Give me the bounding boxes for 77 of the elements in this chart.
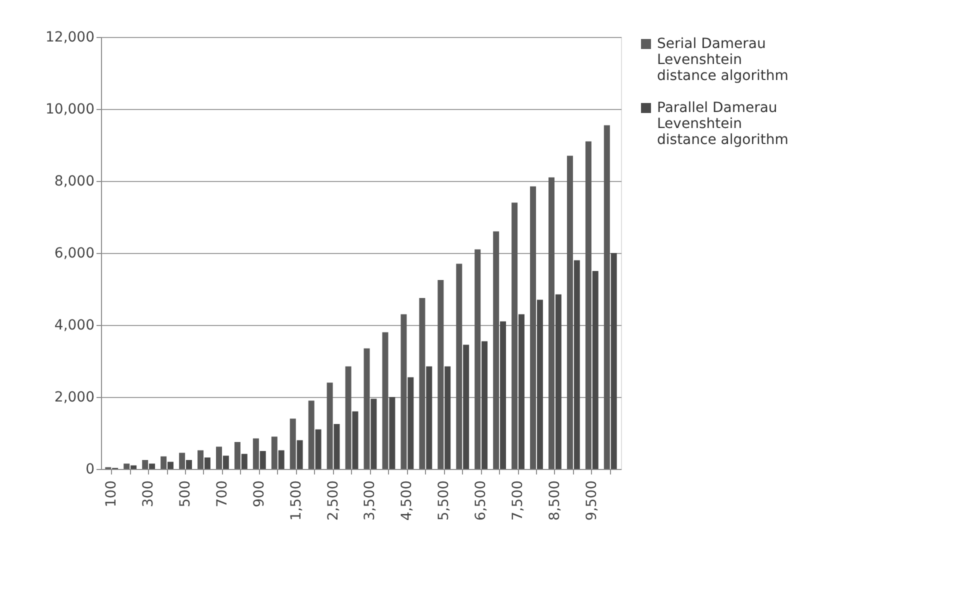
bar xyxy=(512,202,518,469)
bar xyxy=(296,440,303,469)
bar xyxy=(493,231,500,469)
bar xyxy=(222,456,229,469)
bar xyxy=(168,462,174,469)
x-tick-label: 5,500 xyxy=(436,480,452,521)
bar xyxy=(308,400,314,469)
x-tick-label: 700 xyxy=(214,480,230,508)
bar xyxy=(252,438,259,469)
bar xyxy=(438,280,444,469)
y-tick-label: 10,000 xyxy=(46,102,94,118)
x-tick-label: 2,500 xyxy=(325,480,342,521)
x-tick-label: 100 xyxy=(104,480,120,508)
bar xyxy=(345,366,352,469)
x-tick-label: 900 xyxy=(251,480,268,508)
x-tick-label: 8,500 xyxy=(546,480,563,521)
bar xyxy=(610,253,617,469)
y-tick-label: 12,000 xyxy=(46,30,94,46)
bar xyxy=(179,452,186,469)
bar xyxy=(241,454,248,469)
bar xyxy=(130,465,137,469)
bar xyxy=(482,341,488,469)
x-tick-label: 500 xyxy=(178,480,194,508)
bar xyxy=(574,260,580,469)
bar xyxy=(585,141,592,469)
bar xyxy=(500,321,506,469)
x-tick-label: 6,500 xyxy=(473,480,490,521)
x-tick-label: 7,500 xyxy=(510,480,526,521)
bar xyxy=(548,177,554,469)
bar xyxy=(216,446,222,469)
bar xyxy=(530,186,536,469)
bar xyxy=(474,249,481,469)
bar xyxy=(444,366,451,469)
bar xyxy=(518,314,524,469)
bar xyxy=(260,451,266,469)
x-tick-label: 4,500 xyxy=(399,480,416,521)
bar xyxy=(186,460,192,469)
bar xyxy=(149,464,156,469)
bar xyxy=(463,344,470,469)
bar xyxy=(566,156,573,469)
bar xyxy=(124,464,130,469)
legend-label: Parallel Damerau Levenshtein distance algorithm xyxy=(657,100,788,148)
bar xyxy=(536,300,543,469)
y-tick-label: 2,000 xyxy=(54,390,94,406)
bar xyxy=(408,377,414,469)
bar xyxy=(198,450,204,469)
bar xyxy=(419,298,426,469)
bar xyxy=(278,450,284,469)
y-tick-label: 6,000 xyxy=(54,246,94,262)
x-tick-label: 9,500 xyxy=(584,480,600,521)
bar xyxy=(315,429,322,469)
bar xyxy=(382,332,388,469)
y-tick-label: 4,000 xyxy=(54,318,94,334)
x-tick-label: 300 xyxy=(140,480,157,508)
x-tick-label: 3,500 xyxy=(362,480,378,521)
bar xyxy=(389,397,396,469)
bar xyxy=(352,411,358,469)
bar xyxy=(555,294,562,469)
y-tick-label: 0 xyxy=(86,462,94,478)
bar xyxy=(592,271,598,469)
bar xyxy=(364,348,370,469)
x-tick-label: 1,500 xyxy=(288,480,304,521)
bar xyxy=(271,436,278,469)
y-tick-label: 8,000 xyxy=(54,174,94,190)
bar xyxy=(234,442,240,469)
bar xyxy=(456,264,462,469)
bar xyxy=(290,418,296,469)
bar xyxy=(400,314,407,469)
bar xyxy=(326,382,333,469)
bar xyxy=(426,366,432,469)
bar xyxy=(204,457,210,469)
bar xyxy=(160,456,167,469)
bar xyxy=(142,460,148,469)
legend-label: Serial Damerau Levenshtein distance algorithm xyxy=(657,36,788,84)
bar xyxy=(370,398,377,469)
bar xyxy=(334,424,340,469)
bar xyxy=(604,125,610,469)
